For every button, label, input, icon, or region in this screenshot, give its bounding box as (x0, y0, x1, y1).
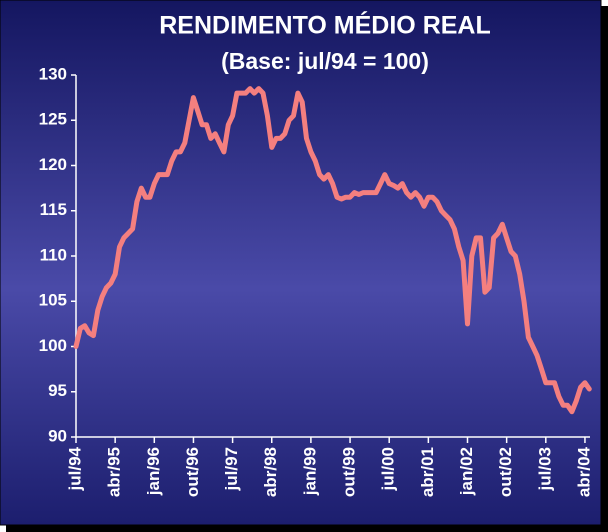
x-tick-label: jul/94 (65, 446, 84, 491)
x-tick-label: jul/97 (222, 447, 241, 491)
x-tick-label: jan/96 (144, 447, 163, 496)
x-tick-label: abr/01 (418, 447, 437, 497)
y-tick-label: 95 (48, 381, 67, 400)
y-tick-label: 105 (39, 291, 67, 310)
chart-subtitle: (Base: jul/94 = 100) (221, 48, 429, 74)
y-tick-label: 100 (39, 336, 67, 355)
x-tick-label: out/02 (496, 447, 515, 497)
x-tick-label: abr/04 (574, 446, 593, 497)
y-tick-label: 120 (39, 155, 67, 174)
y-tick-label: 115 (40, 200, 67, 219)
y-tick-label: 130 (39, 64, 67, 83)
x-tick-label: out/99 (340, 447, 359, 497)
y-tick-label: 110 (40, 245, 67, 264)
background (0, 0, 602, 526)
x-tick-label: jan/99 (300, 447, 319, 496)
x-tick-label: jul/00 (379, 447, 398, 491)
y-tick-label: 90 (48, 426, 67, 445)
x-tick-label: abr/95 (105, 447, 124, 497)
x-tick-label: out/96 (183, 447, 202, 497)
x-tick-label: jan/02 (457, 447, 476, 496)
y-tick-label: 125 (39, 110, 67, 129)
x-tick-label: jul/03 (535, 447, 554, 491)
line-series (73, 86, 592, 415)
x-tick-label: abr/98 (261, 447, 280, 497)
chart-title: RENDIMENTO MÉDIO REAL (159, 11, 491, 40)
